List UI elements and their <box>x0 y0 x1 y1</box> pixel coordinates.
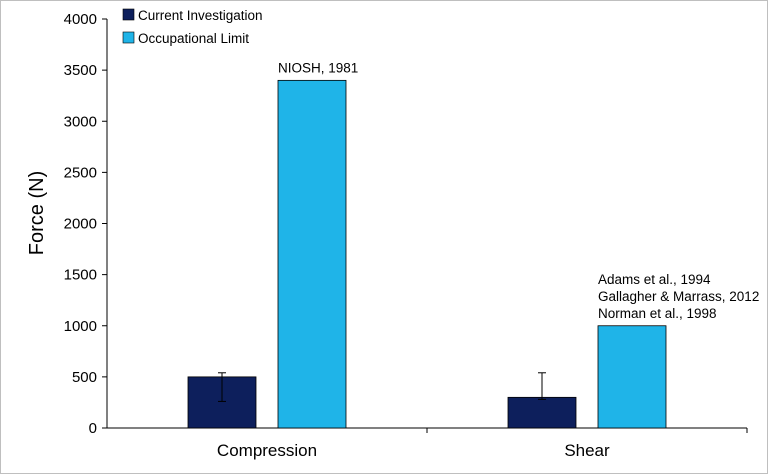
legend-swatch <box>122 8 135 21</box>
legend: Current Investigation Occupational Limit <box>122 8 263 46</box>
y-tick-label: 0 <box>89 420 97 437</box>
y-tick-label: 2000 <box>64 216 97 233</box>
labels: Compression NIOSH, 1981 Shear Adams et al.,… <box>217 60 759 460</box>
y-tick-label: 3000 <box>64 113 97 130</box>
legend-swatch <box>122 31 135 44</box>
legend-label: Occupational Limit <box>138 31 249 46</box>
x-tick-label: Shear <box>564 441 610 460</box>
bar <box>507 396 577 429</box>
y-tick-label: 2500 <box>64 164 97 181</box>
y-axis-label: Force (N) <box>26 171 48 255</box>
annotation-label: NIOSH, 1981 <box>278 60 358 75</box>
bars <box>187 79 667 429</box>
y-tick-label: 1500 <box>64 267 97 284</box>
y-tick-label: 4000 <box>64 11 97 28</box>
axes: 0 500 1000 1500 2000 2500 3000 3500 4000 <box>64 11 748 437</box>
error-bars <box>218 372 546 402</box>
y-tick-label: 1000 <box>64 318 97 335</box>
x-tick-label: Compression <box>217 441 317 460</box>
annotation-label: Norman et al., 1998 <box>598 306 717 321</box>
bar <box>597 325 667 429</box>
legend-label: Current Investigation <box>138 8 263 23</box>
y-tick-label: 500 <box>72 369 97 386</box>
y-tick-label: 3500 <box>64 62 97 79</box>
annotation-label: Gallagher & Marrass, 2012 <box>598 289 759 304</box>
annotation-label: Adams et al., 1994 <box>598 272 711 287</box>
bar <box>277 79 347 429</box>
